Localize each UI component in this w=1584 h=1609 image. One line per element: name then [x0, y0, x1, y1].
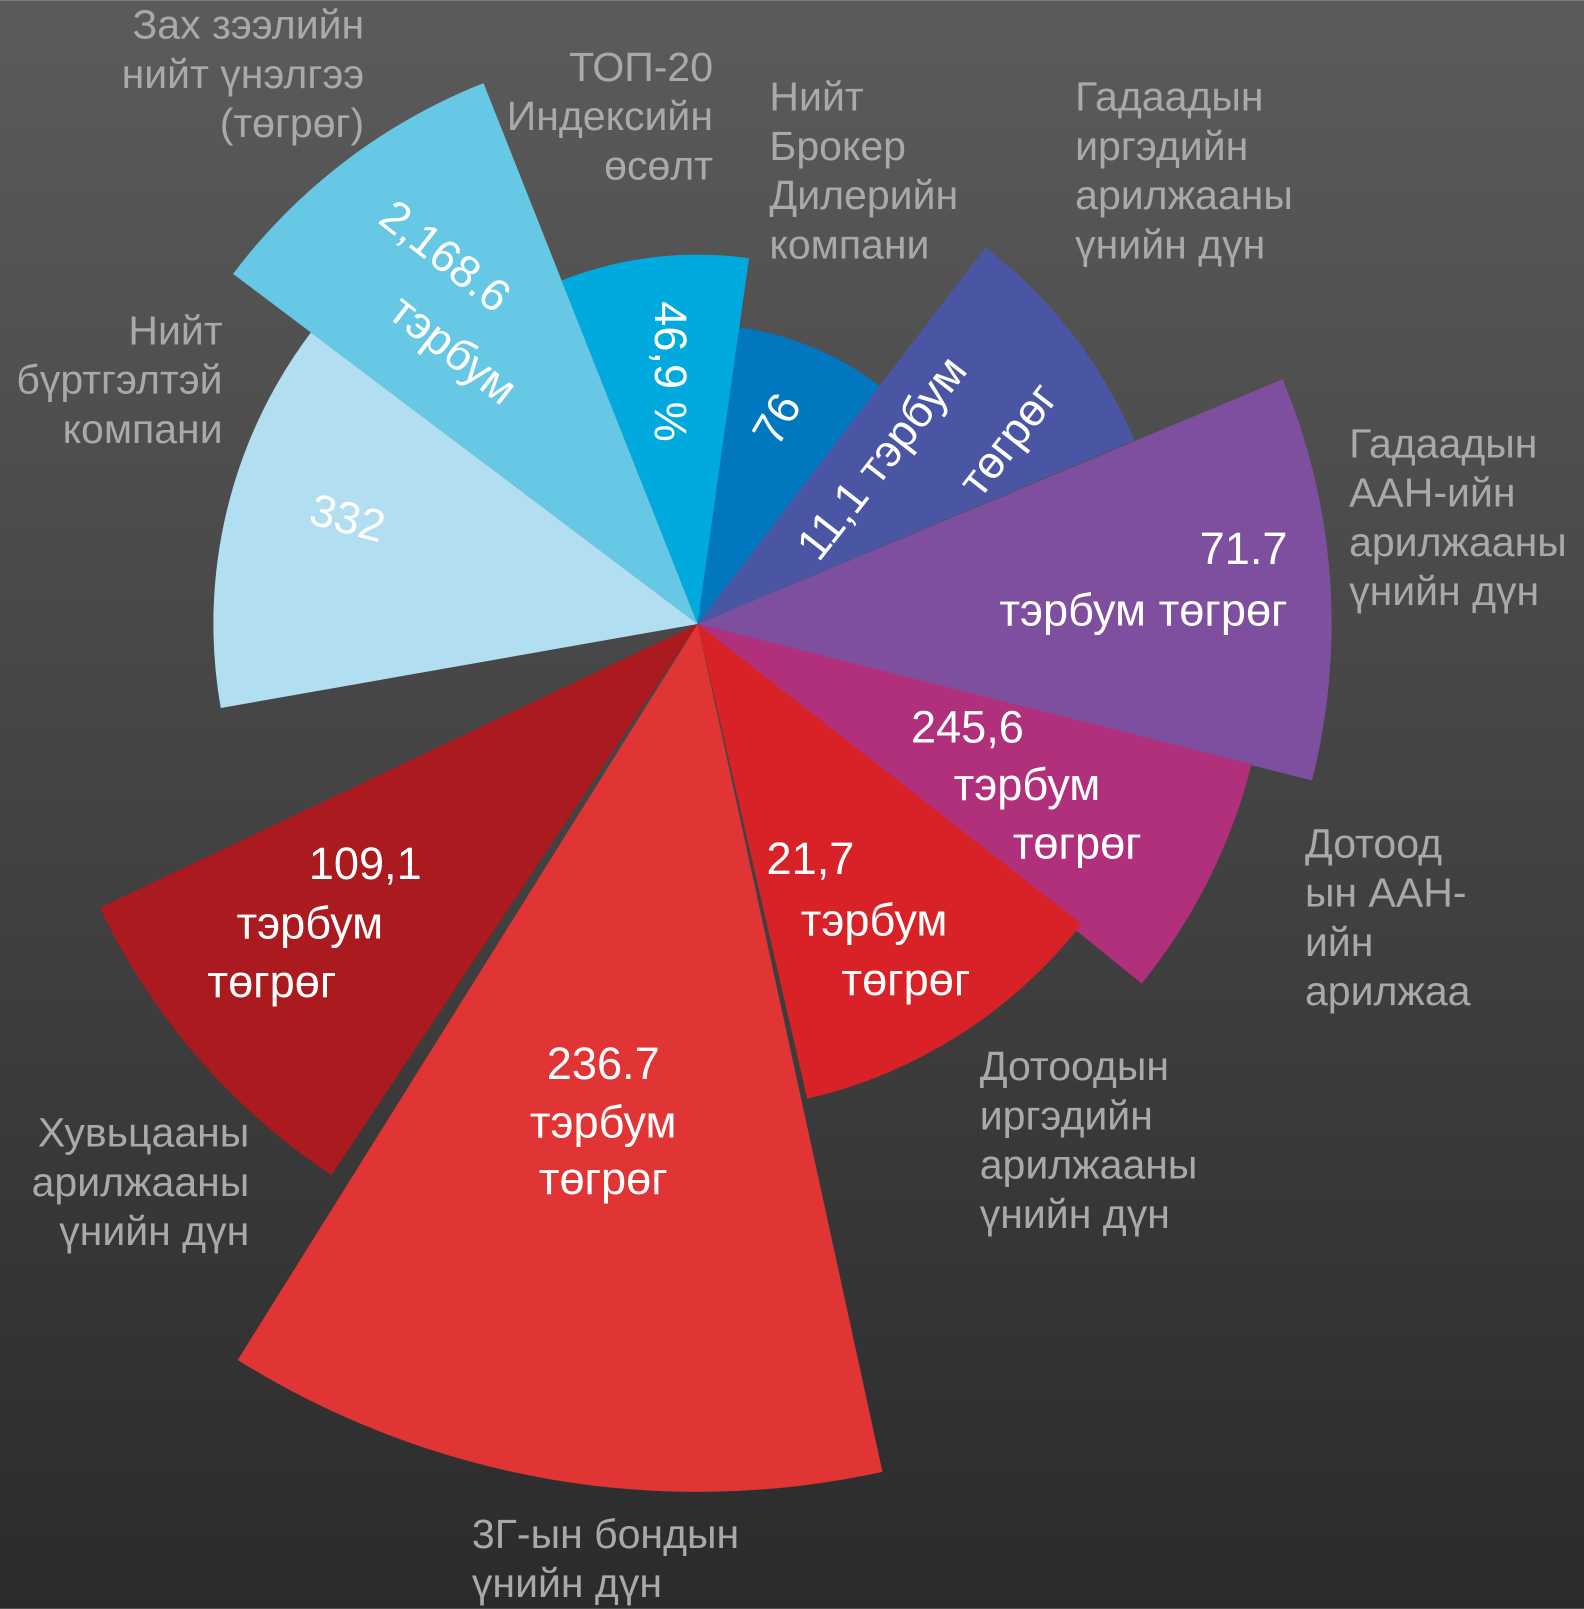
- sector: [697, 623, 1252, 984]
- sector: [697, 379, 1332, 781]
- segment-value: төгрөг: [841, 954, 970, 1005]
- segment-label: иргэдийн: [1075, 123, 1248, 169]
- sector: [99, 623, 698, 1176]
- segment-label: бүртгэлтэй: [16, 357, 222, 403]
- segment-label: Дилерийн: [769, 172, 958, 218]
- sector: [213, 332, 698, 709]
- segment-label: Нийт: [128, 307, 222, 353]
- segment-label: Гадаадын: [1075, 74, 1263, 120]
- segment-label: Дотоод: [1305, 820, 1442, 866]
- segment-label: арилжааны: [32, 1159, 250, 1205]
- segment-value: 236.7: [547, 1038, 660, 1089]
- segment-label: компани: [769, 221, 929, 267]
- segment-value: 46,9 %: [645, 301, 696, 442]
- sector: [697, 247, 1135, 624]
- segment-value: төгрөг: [539, 1153, 668, 1204]
- segment-value: төгрөг: [207, 956, 336, 1007]
- segment-label: ААН-ийн: [1349, 470, 1515, 516]
- segment-label: үнийн дүн: [980, 1191, 1170, 1237]
- segment-label: ТОП-20: [569, 44, 713, 90]
- segment-value: тэрбум: [801, 894, 948, 945]
- sector: [237, 623, 883, 1492]
- segment-label: Нийт: [769, 74, 863, 120]
- segment-label: Хувьцааны: [38, 1110, 249, 1156]
- segment-label: үнийн дүн: [1349, 568, 1539, 614]
- segment-value: тэрбум төгрөг: [999, 585, 1287, 636]
- segment-label: Брокер: [769, 123, 906, 169]
- segment-value: тэрбум: [236, 898, 383, 949]
- segment-value: 21,7: [767, 833, 855, 884]
- segment-label: компани: [63, 406, 223, 452]
- segment-label: нийт үнэлгээ: [122, 51, 365, 97]
- segment-label: Гадаадын: [1349, 420, 1537, 466]
- segment-label: арилжааны: [1075, 172, 1293, 218]
- segment-label: ийн: [1305, 919, 1373, 965]
- sector: [233, 83, 698, 624]
- segment-label: арилжааны: [1349, 519, 1567, 565]
- segment-label: ын ААН-: [1305, 870, 1467, 916]
- segment-label: (төгрөг): [220, 100, 364, 146]
- segment-label: 3Г-ын бондын: [472, 1511, 739, 1557]
- segment-label: үнийн дүн: [472, 1560, 662, 1606]
- segment-label: үнийн дүн: [59, 1208, 249, 1254]
- sector: [697, 623, 1082, 1099]
- segment-value: тэрбум: [530, 1097, 677, 1148]
- segment-label: арилжаа: [1305, 968, 1471, 1014]
- segment-value: 109,1: [309, 838, 422, 889]
- sector: [697, 327, 881, 624]
- segment-label: арилжааны: [980, 1142, 1198, 1188]
- segment-label: Индексийн: [507, 93, 713, 139]
- segment-value: төгрөг: [1013, 817, 1142, 868]
- segment-value: 245,6: [911, 702, 1024, 753]
- segment-label: үнийн дүн: [1075, 221, 1265, 267]
- sector: [561, 254, 750, 624]
- segment-value: 71.7: [1200, 523, 1288, 574]
- segment-value: тэрбум: [954, 759, 1101, 810]
- segment-label: Зах зээлийн: [133, 2, 365, 48]
- segment-label: өсөлт: [604, 142, 713, 188]
- segment-label: иргэдийн: [980, 1092, 1153, 1138]
- segment-label: Дотоодын: [980, 1043, 1169, 1089]
